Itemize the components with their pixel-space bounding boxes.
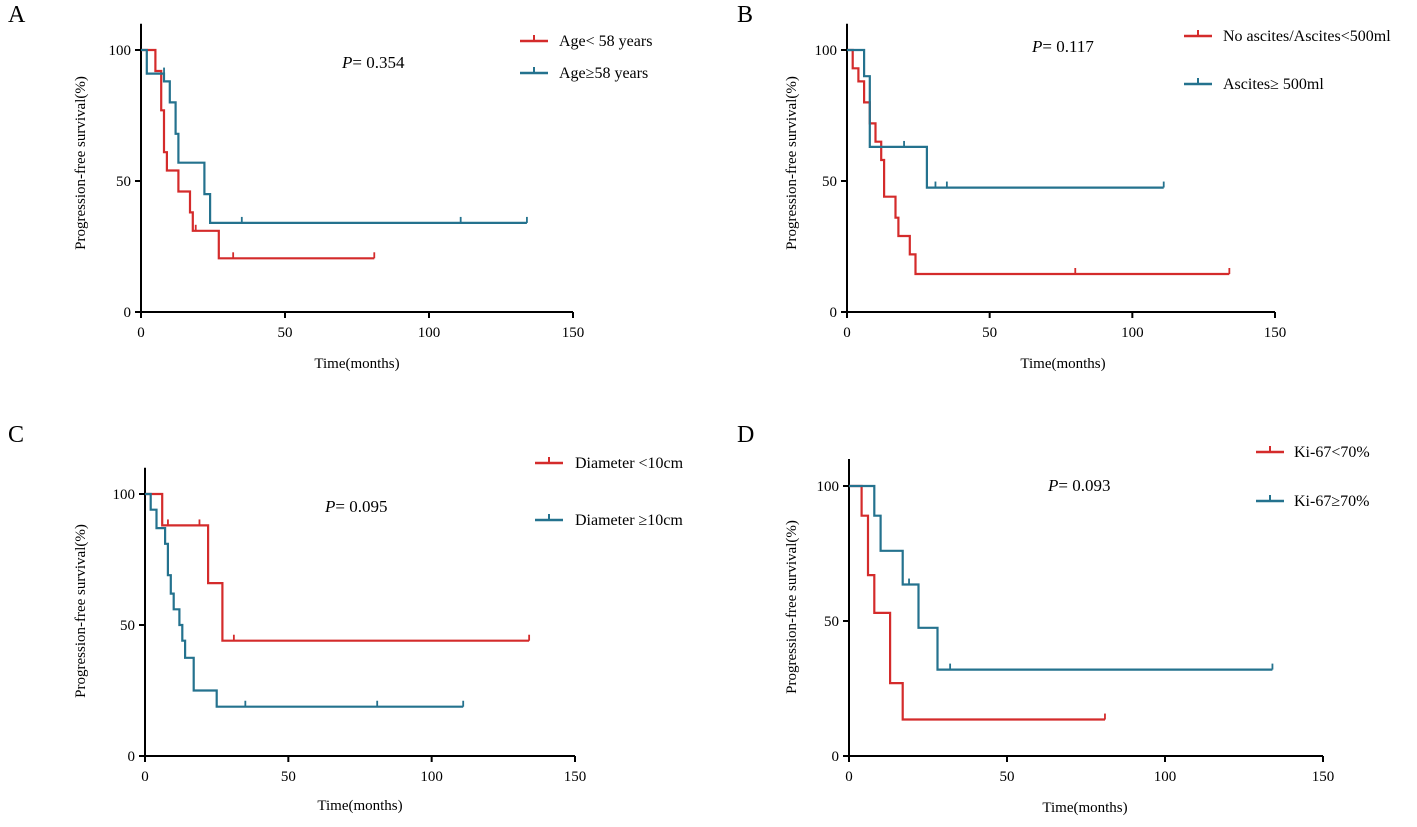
panel-letter-d: D — [737, 422, 754, 448]
p-value-text: = 0.093 — [1058, 476, 1110, 495]
x-tick-label: 50 — [1000, 769, 1015, 785]
y-axis-title: Progression-free survival(%) — [73, 524, 89, 698]
x-tick-label: 0 — [843, 325, 851, 341]
x-tick-label: 100 — [1121, 325, 1144, 341]
x-axis-title: Time(months) — [317, 798, 402, 814]
legend-label-1: Ascites≥ 500ml — [1223, 76, 1324, 93]
legend-label-0: Diameter <10cm — [575, 455, 684, 472]
legend-label-1: Age≥58 years — [559, 65, 648, 82]
series-line-0 — [141, 48, 375, 260]
p-value: P= 0.117 — [1031, 37, 1094, 56]
x-axis-title: Time(months) — [1042, 800, 1127, 816]
panel-letter-b: B — [737, 2, 753, 28]
y-tick-label: 50 — [824, 614, 839, 630]
legend-label-0: Age< 58 years — [559, 33, 652, 50]
p-label: P — [324, 497, 335, 516]
p-label: P — [1047, 476, 1058, 495]
legend-label-1: Diameter ≥10cm — [575, 512, 683, 529]
y-tick-label: 0 — [124, 305, 132, 321]
y-tick-label: 0 — [830, 305, 838, 321]
legend: No ascites/Ascites<500ml Ascites≥ 500ml — [1184, 28, 1391, 93]
y-tick-label: 100 — [815, 43, 838, 59]
panel-d: D Progression-free survival(%) Time(mont… — [737, 422, 1370, 816]
series-line-0 — [847, 48, 1230, 276]
x-axis-title: Time(months) — [1020, 356, 1105, 372]
x-tick-label: 150 — [564, 769, 587, 785]
series-line-0 — [145, 492, 530, 642]
x-tick-label: 100 — [1154, 769, 1177, 785]
y-tick-label: 0 — [832, 749, 840, 765]
y-tick-label: 100 — [109, 43, 132, 59]
x-tick-label: 150 — [562, 325, 585, 341]
x-tick-label: 50 — [982, 325, 997, 341]
y-axis-title: Progression-free survival(%) — [784, 76, 800, 250]
panel-c: C Progression-free survival(%) Time(mont… — [8, 422, 684, 814]
y-tick-label: 100 — [113, 487, 136, 503]
panel-letter-c: C — [8, 422, 24, 448]
x-tick-label: 0 — [845, 769, 853, 785]
y-tick-label: 0 — [128, 749, 136, 765]
series-line-1 — [145, 492, 464, 708]
panel-a: A Progression-free survival(%) Time(mont… — [8, 2, 652, 372]
x-tick-label: 50 — [281, 769, 296, 785]
p-value: P= 0.354 — [341, 53, 405, 72]
legend-label-0: No ascites/Ascites<500ml — [1223, 28, 1391, 45]
series-line-1 — [847, 48, 1164, 189]
y-axis-title: Progression-free survival(%) — [784, 520, 800, 694]
p-value-text: = 0.354 — [352, 53, 405, 72]
p-label: P — [341, 53, 352, 72]
p-value-text: = 0.095 — [335, 497, 387, 516]
x-tick-label: 150 — [1312, 769, 1335, 785]
series-line-1 — [849, 484, 1273, 671]
y-tick-label: 50 — [116, 174, 131, 190]
y-tick-label: 50 — [822, 174, 837, 190]
p-value-text: = 0.117 — [1042, 37, 1094, 56]
legend: Ki-67<70% Ki-67≥70% — [1256, 444, 1370, 510]
x-tick-label: 100 — [420, 769, 443, 785]
panel-letter-a: A — [8, 2, 26, 28]
legend: Age< 58 years Age≥58 years — [520, 33, 652, 82]
series-line-0 — [849, 484, 1105, 721]
x-tick-label: 0 — [137, 325, 145, 341]
p-label: P — [1031, 37, 1042, 56]
x-tick-label: 0 — [141, 769, 149, 785]
legend: Diameter <10cm Diameter ≥10cm — [535, 455, 684, 529]
x-tick-label: 50 — [278, 325, 293, 341]
legend-label-0: Ki-67<70% — [1294, 444, 1370, 461]
panel-b: B Progression-free survival(%) Time(mont… — [737, 2, 1391, 372]
y-axis-title: Progression-free survival(%) — [73, 76, 89, 250]
x-axis-title: Time(months) — [314, 356, 399, 372]
x-tick-label: 100 — [418, 325, 441, 341]
y-tick-label: 100 — [817, 479, 840, 495]
x-tick-label: 150 — [1264, 325, 1287, 341]
p-value: P= 0.093 — [1047, 476, 1110, 495]
p-value: P= 0.095 — [324, 497, 387, 516]
legend-label-1: Ki-67≥70% — [1294, 493, 1369, 510]
y-tick-label: 50 — [120, 618, 135, 634]
series-line-1 — [141, 48, 527, 224]
